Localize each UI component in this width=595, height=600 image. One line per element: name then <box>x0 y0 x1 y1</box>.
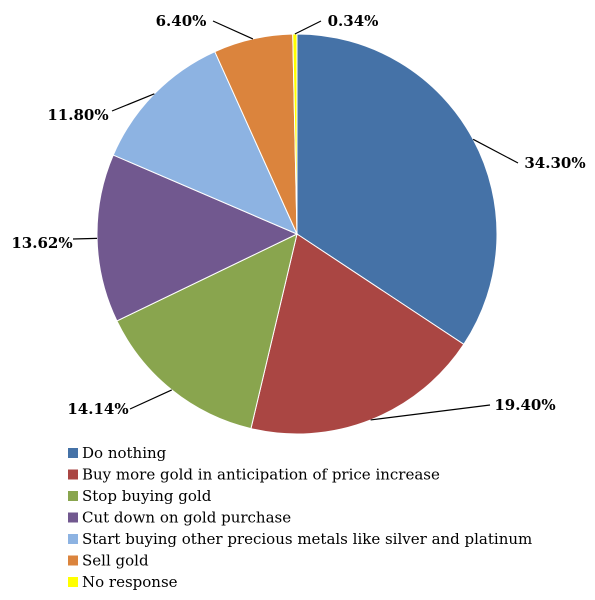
legend-item-do-nothing: Do nothing <box>68 444 167 462</box>
label-leader-lines <box>72 20 519 421</box>
legend-item-sell-gold: Sell gold <box>68 552 149 570</box>
leader-line-do-nothing <box>472 138 519 164</box>
data-label-start-buying-other-precious-metals-like-silver-and-platinum: 11.80% <box>47 106 108 124</box>
legend-item-stop-buying-gold: Stop buying gold <box>68 487 212 505</box>
legend-swatch-no-response <box>68 577 78 587</box>
leader-line-start-buying-other-precious-metals-like-silver-and-platinum <box>111 93 155 112</box>
legend-item-start-buying-other-precious-metals-like-silver-and-platinum: Start buying other precious metals like … <box>68 530 532 548</box>
leader-line-buy-more-gold-in-anticipation-of-price-increase <box>370 404 491 421</box>
data-label-do-nothing: 34.30% <box>524 154 585 172</box>
data-label-buy-more-gold-in-anticipation-of-price-increase: 19.40% <box>494 396 555 414</box>
legend-item-cut-down-on-gold-purchase: Cut down on gold purchase <box>68 509 291 527</box>
leader-line-cut-down-on-gold-purchase <box>72 237 98 240</box>
leader-line-stop-buying-gold <box>129 389 173 410</box>
pie-slice-cut-down-on-gold-purchase <box>96 154 299 322</box>
legend-label-sell-gold: Sell gold <box>82 552 149 570</box>
data-label-cut-down-on-gold-purchase: 13.62% <box>11 234 72 252</box>
data-label-sell-gold: 6.40% <box>156 12 207 30</box>
legend-swatch-stop-buying-gold <box>68 491 78 501</box>
legend-swatch-start-buying-other-precious-metals-like-silver-and-platinum <box>68 534 78 544</box>
legend-label-buy-more-gold-in-anticipation-of-price-increase: Buy more gold in anticipation of price i… <box>82 466 440 484</box>
data-label-stop-buying-gold: 14.14% <box>67 400 128 418</box>
pie-slice-start-buying-other-precious-metals-like-silver-and-platinum <box>112 51 298 235</box>
legend-label-start-buying-other-precious-metals-like-silver-and-platinum: Start buying other precious metals like … <box>82 530 532 548</box>
data-label-no-response: 0.34% <box>328 12 379 30</box>
data-labels: 34.30% 19.40% 14.14% 13.62% 11.80% 6.40% 0.34% <box>11 12 585 418</box>
legend-item-no-response: No response <box>68 573 178 591</box>
legend-label-no-response: No response <box>82 573 178 591</box>
legend-label-stop-buying-gold: Stop buying gold <box>82 487 212 505</box>
leader-line-sell-gold <box>212 20 254 40</box>
leader-line-no-response <box>294 20 322 35</box>
legend-swatch-cut-down-on-gold-purchase <box>68 512 78 523</box>
legend-swatch-buy-more-gold-in-anticipation-of-price-increase <box>68 469 78 480</box>
legend-item-buy-more-gold-in-anticipation-of-price-increase: Buy more gold in anticipation of price i… <box>68 466 440 484</box>
legend: Do nothing Buy more gold in anticipation … <box>68 444 532 591</box>
legend-label-cut-down-on-gold-purchase: Cut down on gold purchase <box>82 509 291 527</box>
pie-slice-buy-more-gold-in-anticipation-of-price-increase <box>250 233 465 435</box>
pie-slices <box>96 33 498 435</box>
legend-swatch-do-nothing <box>68 448 78 458</box>
legend-label-do-nothing: Do nothing <box>82 444 167 462</box>
legend-swatch-sell-gold <box>68 555 78 566</box>
